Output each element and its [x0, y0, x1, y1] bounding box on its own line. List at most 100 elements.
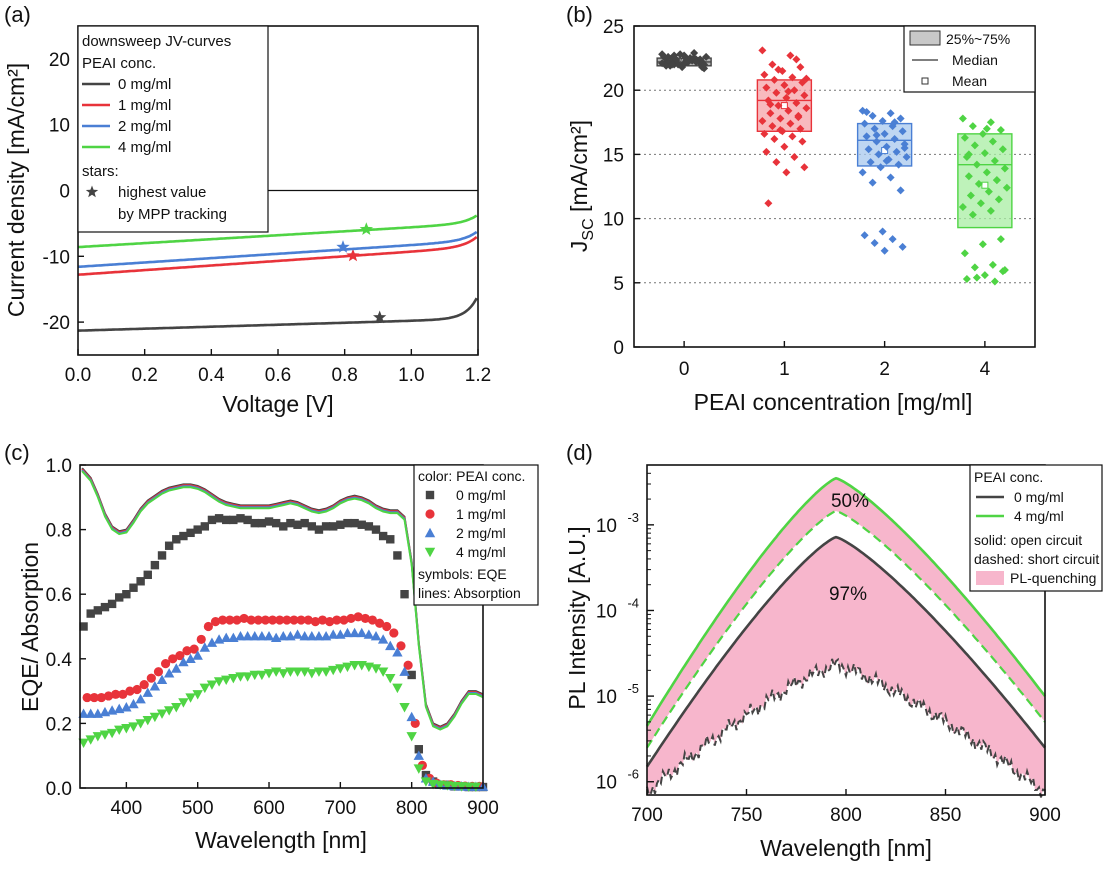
data-point — [900, 143, 909, 152]
eqe-point — [114, 725, 125, 736]
data-point — [978, 129, 987, 138]
eqe-point — [232, 615, 242, 625]
eqe-point — [396, 641, 406, 651]
eqe-point — [442, 781, 453, 791]
eqe-point — [129, 583, 138, 592]
data-point — [786, 51, 795, 60]
eqe-point — [389, 628, 399, 638]
x-tick-label: 800 — [396, 798, 428, 819]
eqe-point — [156, 674, 168, 684]
y-tick-label: 1.0 — [46, 456, 72, 477]
eqe-point — [400, 590, 409, 599]
eqe-point — [206, 680, 218, 690]
panel-b-ylabel: JSC [mA/cm²] — [566, 120, 597, 252]
data-point — [690, 48, 699, 57]
eqe-point — [171, 703, 182, 713]
eqe-point — [253, 615, 263, 625]
data-point — [672, 55, 681, 64]
legend-item: 4 mg/ml — [1014, 508, 1064, 524]
panel-a-letter: (a) — [4, 2, 31, 27]
eqe-point — [257, 518, 267, 528]
eqe-point — [249, 670, 260, 681]
data-point — [682, 56, 691, 65]
eqe-point — [242, 672, 253, 682]
data-point — [780, 81, 789, 90]
eqe-point — [328, 665, 339, 676]
data-point — [890, 118, 899, 127]
legend-solid: solid: open circuit — [974, 532, 1082, 548]
eqe-point — [406, 711, 417, 722]
data-point — [980, 271, 989, 280]
eqe-point — [285, 667, 296, 677]
eqe-point — [310, 617, 320, 627]
legend-mean-label: Mean — [952, 73, 987, 89]
eqe-point — [299, 630, 310, 641]
data-point — [892, 147, 901, 156]
eqe-point — [218, 615, 228, 625]
y-tick-label: 0 — [613, 338, 624, 359]
jv-curve-2mgml — [78, 230, 478, 269]
x-tick-label: 0.4 — [198, 365, 225, 386]
data-point — [776, 114, 785, 123]
eqe-point — [282, 615, 292, 625]
eqe-point — [374, 618, 385, 628]
data-point — [882, 156, 891, 165]
y-tick-label: 10 — [49, 116, 70, 137]
data-point — [858, 168, 867, 177]
data-point — [692, 57, 701, 66]
x-tick-label: 0.6 — [265, 365, 291, 386]
data-point — [770, 134, 779, 143]
eqe-point — [424, 527, 436, 538]
eqe-point — [267, 615, 278, 625]
data-point — [774, 101, 783, 110]
panel-b-ylabel-main: J — [566, 241, 592, 253]
data-point — [872, 131, 881, 140]
eqe-point — [100, 602, 110, 612]
data-point — [662, 61, 671, 70]
annotation-50: 50% — [831, 491, 869, 512]
panel-d-xlabel: Wavelength [nm] — [760, 835, 932, 861]
eqe-point — [228, 673, 239, 684]
data-point — [872, 137, 881, 146]
eqe-point — [317, 615, 328, 625]
eqe-point — [85, 735, 96, 745]
data-point — [886, 109, 895, 118]
eqe-point — [82, 692, 92, 703]
eqe-point — [199, 683, 211, 694]
data-point — [988, 260, 997, 269]
eqe-point — [367, 615, 378, 625]
legend-symbols: symbols: EQE — [418, 566, 507, 582]
data-point — [902, 152, 911, 161]
eqe-point — [263, 669, 275, 679]
eqe-point — [214, 514, 224, 523]
data-point — [1000, 164, 1009, 173]
data-point — [896, 114, 905, 123]
eqe-point — [96, 692, 106, 703]
mpp-star — [346, 248, 360, 262]
plot-frame — [633, 25, 1036, 348]
eqe-point — [349, 627, 360, 638]
eqe-point — [386, 535, 395, 544]
data-point — [984, 187, 993, 196]
eqe-point — [229, 515, 238, 525]
eqe-point — [136, 577, 145, 586]
data-point — [974, 179, 983, 188]
eqe-point — [99, 730, 111, 740]
panel-b-xlabel: PEAI concentration [mg/ml] — [694, 389, 973, 415]
eqe-point — [121, 724, 132, 734]
eqe-point — [185, 653, 196, 663]
data-point — [990, 156, 999, 165]
eqe-point — [178, 656, 189, 667]
eqe-point — [93, 606, 103, 615]
eqe-point — [203, 621, 213, 632]
eqe-point — [420, 777, 432, 787]
eqe-point — [413, 750, 425, 760]
eqe-point — [160, 659, 171, 669]
data-point — [886, 173, 895, 182]
data-point — [866, 158, 875, 167]
y-tick-label: -10 — [43, 247, 70, 268]
mpp-star — [359, 222, 373, 235]
data-point — [970, 141, 979, 150]
x-tick-label: 0 — [679, 359, 690, 380]
eqe-point — [135, 693, 146, 704]
